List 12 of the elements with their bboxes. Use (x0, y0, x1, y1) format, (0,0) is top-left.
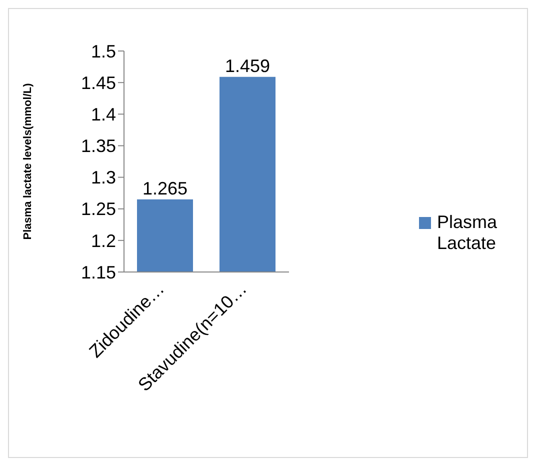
y-tick-label: 1.2 (90, 230, 116, 251)
y-axis-title: Plasma lactate levels(mmol/L) (22, 82, 34, 240)
legend-label: Plasma Lactate (437, 212, 498, 254)
y-tick-label: 1.5 (90, 41, 116, 62)
y-tick-label: 1.25 (80, 199, 116, 220)
data-label: 1.265 (142, 178, 188, 198)
y-tick-label: 1.15 (80, 262, 116, 282)
y-tick-label: 1.3 (90, 168, 116, 188)
y-tick-label: 1.45 (80, 72, 116, 93)
y-tick-label: 1.35 (80, 136, 116, 156)
y-tick-label: 1.4 (90, 104, 116, 125)
data-label: 1.459 (224, 56, 270, 76)
